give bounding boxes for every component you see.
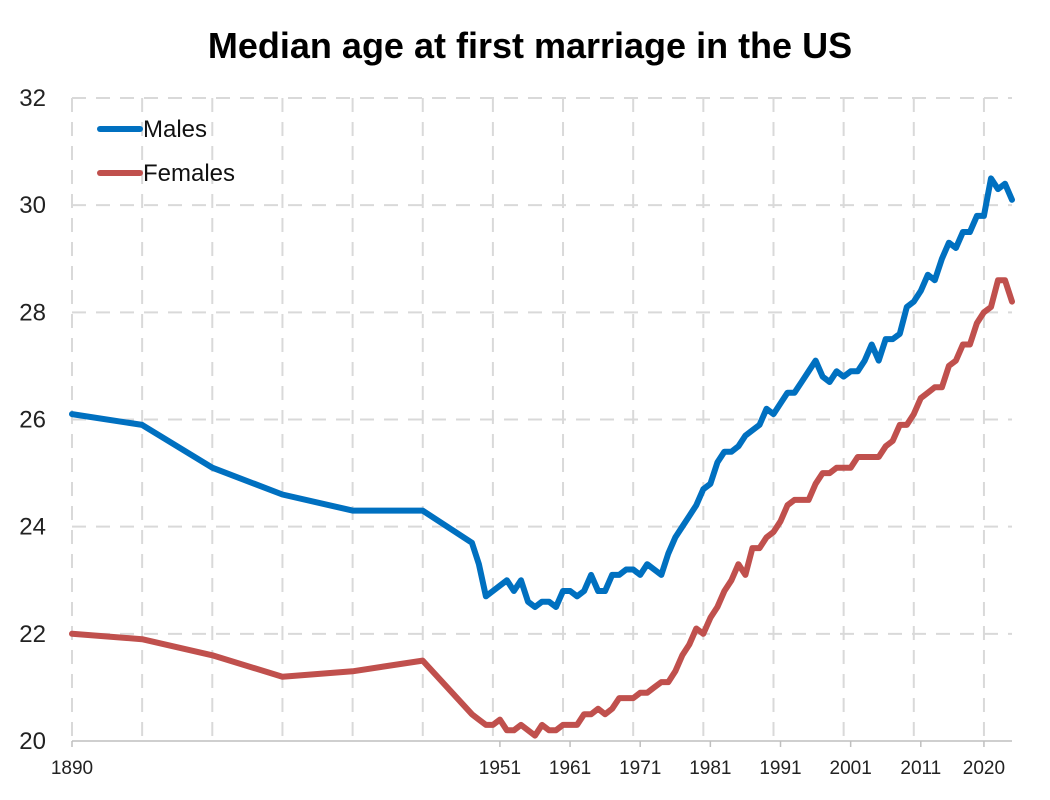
- series-line-males: [69, 175, 1015, 610]
- y-tick-label: 32: [19, 85, 46, 112]
- x-tick-label: 1961: [549, 758, 591, 779]
- legend-label-females: Females: [143, 160, 235, 187]
- y-tick-label: 22: [19, 621, 46, 648]
- axis-layer: 20 22 24 26 28 30 32 1890 1951 1961 1971 1981 1991 20…: [19, 85, 1012, 779]
- x-tick-label: 1971: [619, 758, 661, 779]
- series-line-females: [69, 277, 1015, 739]
- chart-title: Median age at first marriage in the US: [208, 25, 852, 66]
- grid-layer: [71, 97, 1012, 741]
- y-tick-label: 20: [19, 728, 46, 755]
- x-tick-label: 2011: [900, 758, 941, 779]
- y-tick-label: 30: [19, 192, 46, 219]
- x-tick-label: 1951: [479, 758, 521, 779]
- y-tick-label: 28: [19, 299, 46, 326]
- legend-label-males: Males: [143, 116, 207, 143]
- series-layer: [69, 175, 1015, 739]
- y-tick-label: 24: [19, 514, 46, 541]
- x-tick-label: 2001: [830, 758, 872, 779]
- legend: Males Females: [97, 116, 235, 187]
- x-tick-label: 1890: [51, 758, 93, 779]
- x-tick-label: 2020: [963, 758, 1005, 779]
- y-tick-label: 26: [19, 407, 46, 434]
- x-tick-label: 1991: [759, 758, 801, 779]
- x-tick-label: 1981: [689, 758, 731, 779]
